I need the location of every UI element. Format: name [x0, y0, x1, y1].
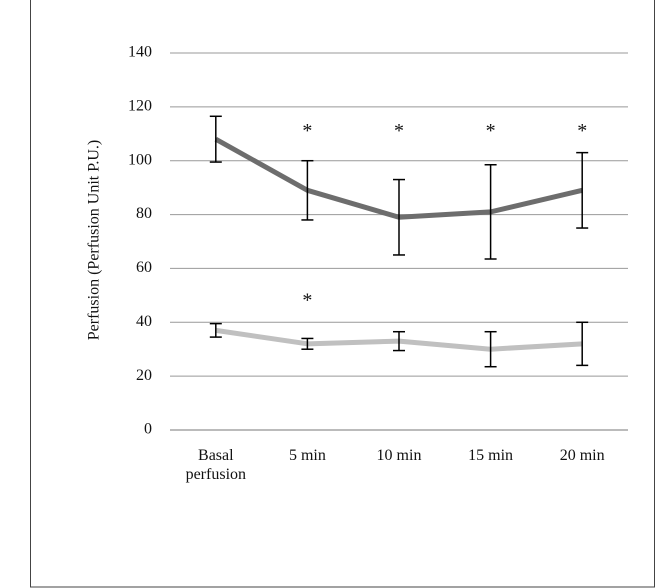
annotation: * [394, 120, 404, 142]
x-tick-label: 20 min [559, 447, 605, 464]
error-bar [209, 322, 222, 338]
annotation: * [486, 120, 496, 142]
y-axis-title: Perfusion (Perfusion Unit P.U.) [86, 140, 103, 340]
y-tick-label: 0 [144, 421, 152, 438]
x-tick-label: 10 min [376, 447, 422, 464]
error-bar [393, 330, 405, 352]
error-bar [484, 330, 497, 368]
annotation: * [577, 120, 587, 142]
frame [30, 0, 655, 588]
y-tick-label: 120 [128, 98, 152, 115]
x-tick-label: Basal perfusion [185, 447, 247, 483]
x-tick-label: 15 min [468, 447, 514, 464]
y-tick-label: 20 [136, 367, 152, 384]
y-tick-label: 60 [136, 259, 152, 276]
y-tick-label: 100 [128, 151, 152, 168]
error-bar [576, 151, 589, 229]
x-tick-label: 5 min [288, 447, 326, 464]
error-bar [209, 115, 222, 163]
error-bar [301, 159, 314, 221]
error-bar [301, 337, 314, 350]
error-bar [576, 321, 589, 367]
y-tick-label: 80 [136, 205, 152, 222]
annotation: * [302, 290, 312, 312]
y-tick-label: 140 [128, 44, 152, 61]
annotation: * [302, 120, 312, 142]
y-tick-label: 40 [136, 313, 152, 330]
error-bar [484, 164, 497, 260]
error-bar [393, 178, 405, 256]
